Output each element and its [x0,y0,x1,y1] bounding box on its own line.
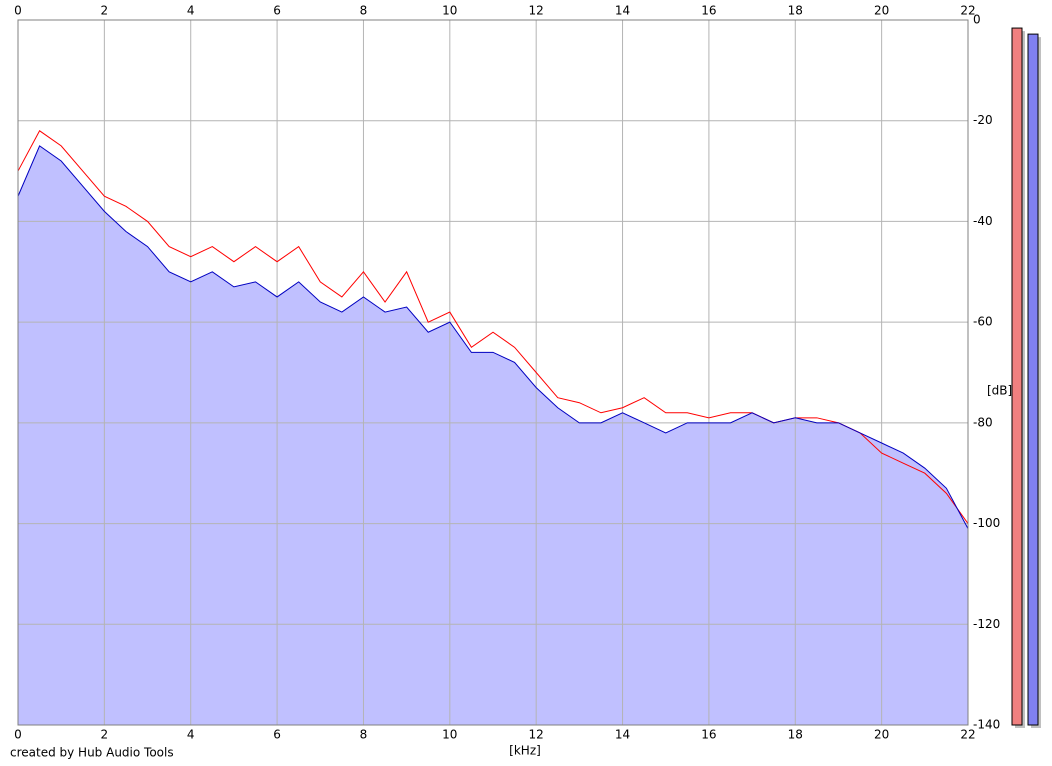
y-tick-label: -100 [973,516,1000,530]
spectrum-line [17,145,969,529]
x-tick-label: 4 [187,4,195,18]
x-tick-label: 2 [101,4,109,18]
x-tick-label: 8 [360,4,368,18]
y-tick-label: -140 [973,718,1000,732]
x-tick-label: 16 [701,4,716,18]
x-tick-label: 8 [360,728,368,742]
x-tick-label: 6 [273,728,281,742]
y-tick-label: -80 [973,415,993,429]
x-tick-label: 2 [101,728,109,742]
y-axis-label: [dB] [987,384,1012,398]
x-tick-label: 20 [874,728,889,742]
y-tick-label: -120 [973,617,1000,631]
y-tick-label: -40 [973,214,993,228]
x-tick-label: 22 [960,728,975,742]
x-tick-label: 10 [442,4,457,18]
footer: created by Hub Audio Tools [10,746,174,760]
x-tick-label: 4 [187,728,195,742]
x-tick-label: 0 [14,4,22,18]
x-tick-label: 10 [442,728,457,742]
x-tick-label: 12 [529,728,544,742]
level-meter [1027,33,1039,726]
y-tick-label: 0 [973,13,981,27]
x-tick-label: 6 [273,4,281,18]
x-tick-label: 18 [788,4,803,18]
x-tick-label: 14 [615,4,630,18]
x-tick-label: 22 [960,4,975,18]
x-tick-label: 12 [529,4,544,18]
y-tick-label: -20 [973,113,993,127]
x-tick-label: 18 [788,728,803,742]
level-meter [1011,27,1023,726]
x-tick-label: 14 [615,728,630,742]
x-axis-label: [kHz] [509,744,541,758]
x-tick-label: 16 [701,728,716,742]
spectrum-area [18,145,968,726]
x-tick-label: 20 [874,4,889,18]
spectrum-line [17,130,969,524]
x-tick-label: 0 [14,728,22,742]
y-tick-label: -60 [973,315,993,329]
plot-frame [17,19,969,726]
